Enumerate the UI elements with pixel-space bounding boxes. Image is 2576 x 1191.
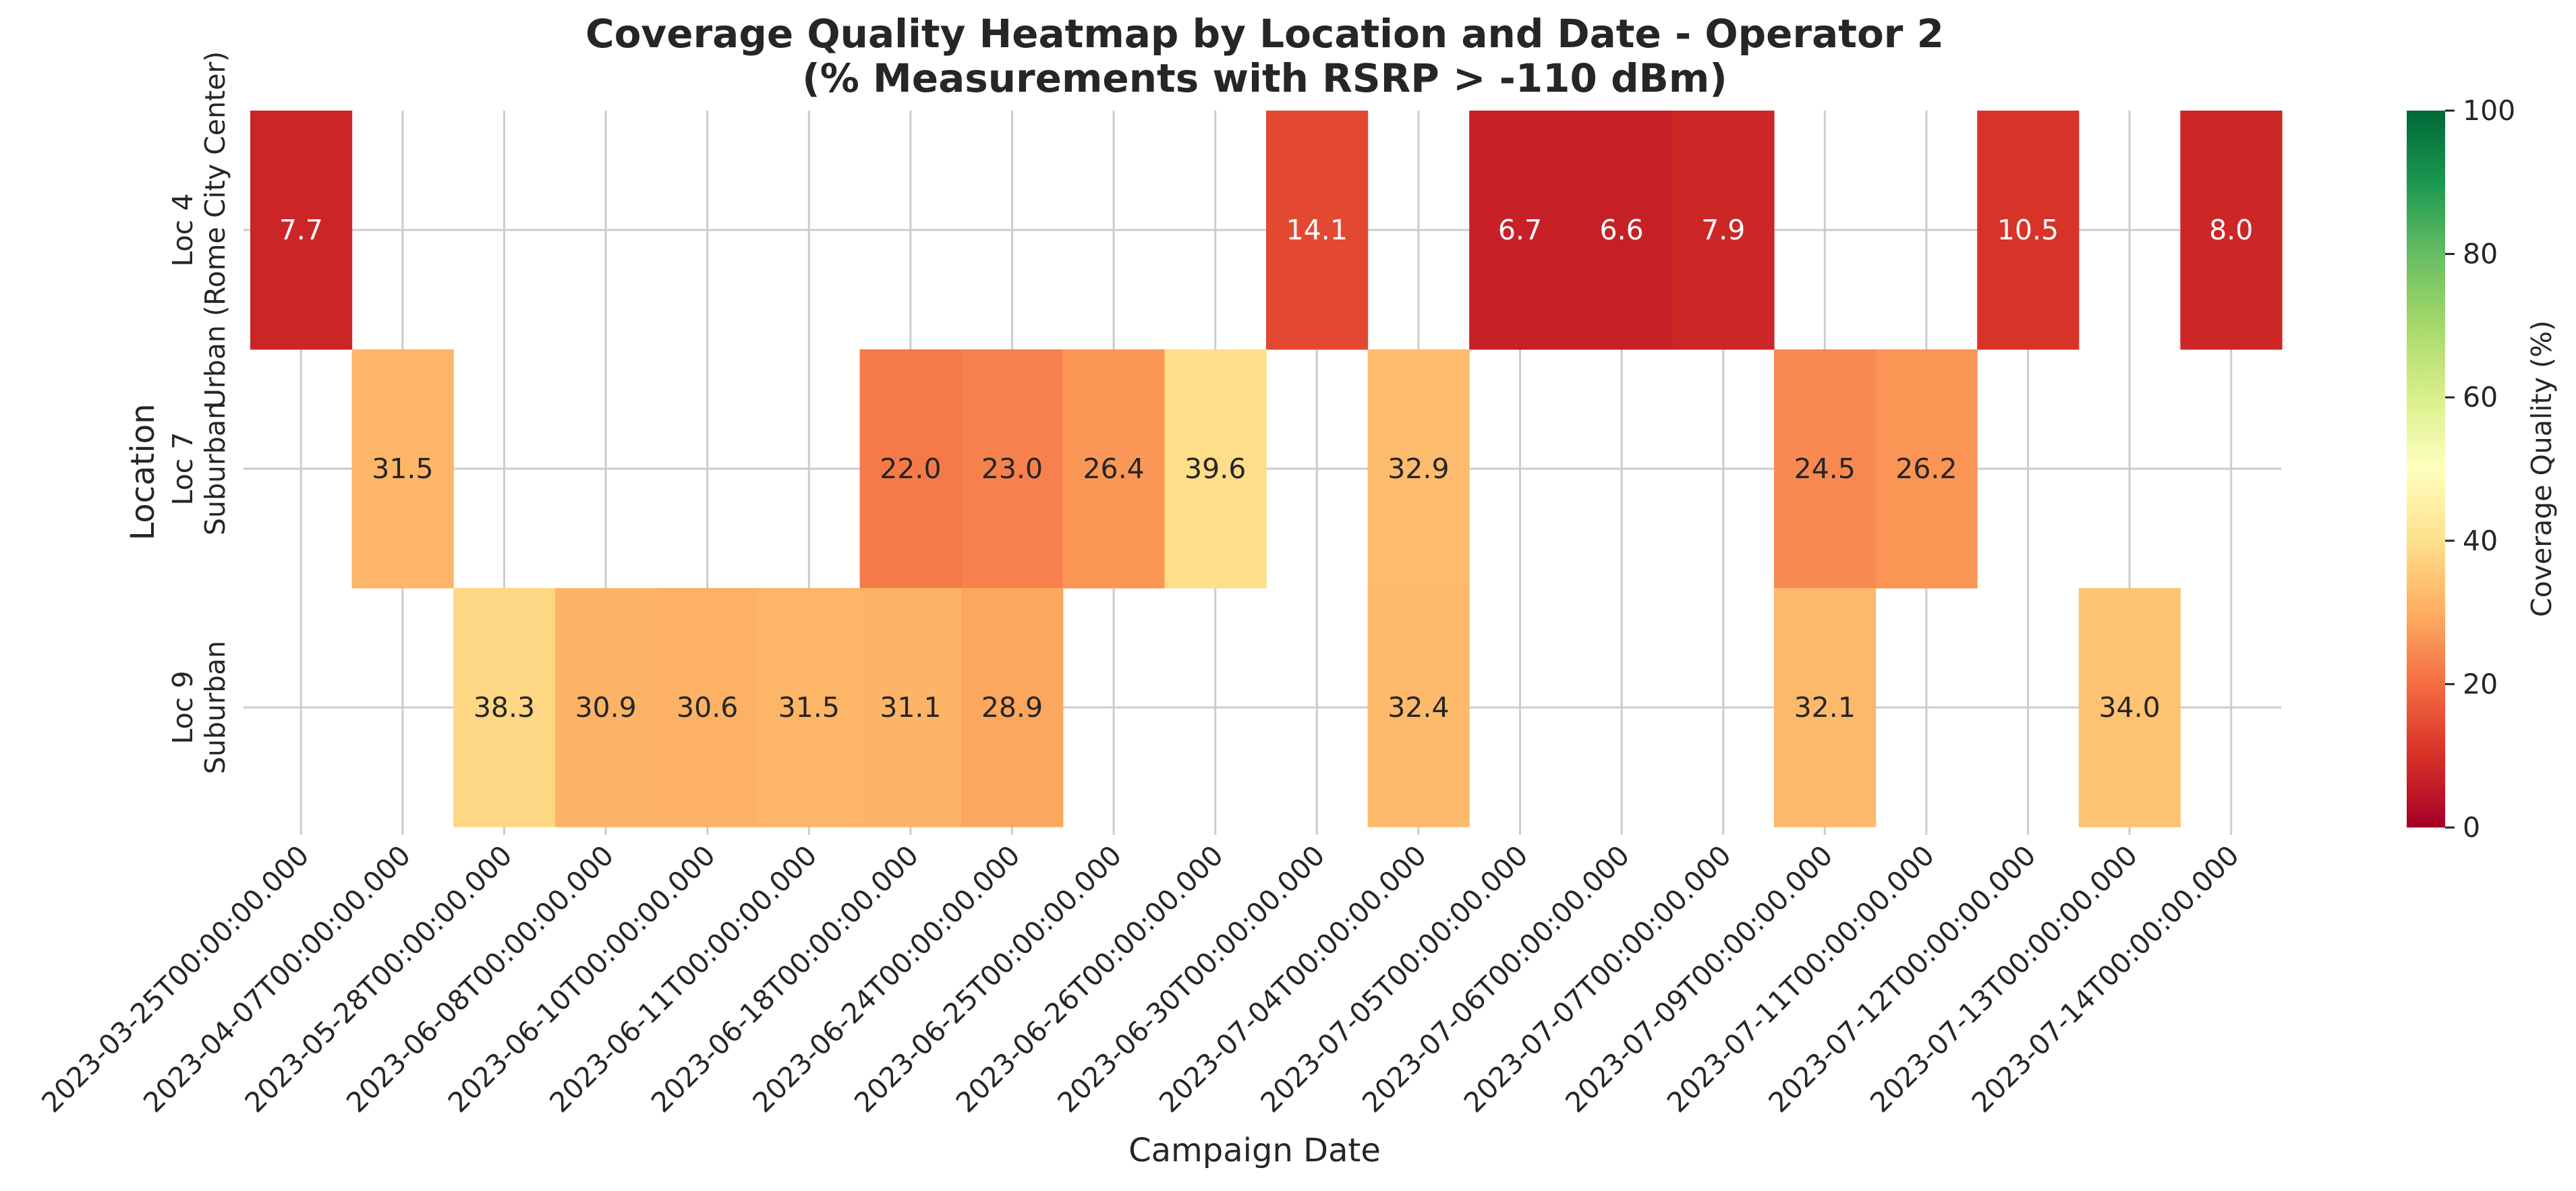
cell-value-label: 24.5 [1794,453,1856,485]
y-tick-label: Loc 9 [167,671,199,745]
colorbar-label: Coverage Quality (%) [2525,320,2558,617]
colorbar [2407,111,2445,827]
heatmap-cell [1672,111,1775,350]
cell-value-label: 7.7 [279,214,323,246]
heatmap-cell [1875,349,1978,589]
cell-value-label: 31.1 [880,691,941,724]
heatmap-cell [656,588,759,827]
cell-value-label: 6.7 [1498,214,1542,246]
heatmap-cells [250,111,2283,827]
chart-subtitle: (% Measurements with RSRP > -110 dBm) [802,55,1727,101]
x-axis-label: Campaign Date [1128,1132,1381,1169]
x-tick-labels: 2023-03-25T00:00:00.0002023-04-07T00:00:… [35,839,2245,1119]
heatmap-cell [1164,349,1267,589]
colorbar-tick-label: 100 [2463,94,2515,127]
heatmap-cell [1774,349,1877,589]
heatmap-cell [2180,111,2283,350]
y-tick-label: Loc 7 [167,432,199,506]
heatmap-cell [1570,111,1673,350]
cell-value-label: 6.6 [1599,214,1643,246]
y-tick-label-group: Loc 9 Suburban [167,641,231,774]
heatmap-cell [758,588,861,827]
cell-value-label: 14.1 [1286,214,1348,246]
heatmap-cell [1062,349,1165,589]
cell-value-label: 32.9 [1387,453,1449,485]
cell-value-label: 8.0 [2209,214,2253,246]
y-tick-label-group: Loc 4 Urban (Rome City Center) [167,51,231,409]
colorbar-tick-label: 40 [2463,525,2498,557]
cell-value-label: 10.5 [1997,214,2059,246]
cell-value-label: 30.6 [677,691,738,724]
y-tick-label: Suburban [199,641,231,774]
colorbar-ticks: 0 20 40 60 80 100 [2445,94,2515,844]
cell-value-label: 31.5 [778,691,840,724]
cell-value-label: 7.9 [1701,214,1745,246]
heatmap-cell [1469,111,1572,350]
heatmap-cell [961,349,1064,589]
cell-value-label: 34.0 [2098,691,2160,724]
cell-value-label: 26.2 [1895,453,1957,485]
cell-value-labels: 7.7 14.1 6.7 6.6 7.9 10.5 8.0 31.5 22.0 23.0 26.4 3… [279,214,2254,724]
colorbar-tick-label: 60 [2463,381,2498,413]
colorbar-tick-label: 0 [2463,811,2480,844]
colorbar-tick-label: 80 [2463,238,2498,270]
heatmap-cell [1977,111,2080,350]
cell-value-label: 26.4 [1083,453,1144,485]
heatmap-cell [1367,588,1470,827]
y-tick-label: Suburban [199,402,231,535]
y-tick-label: Urban (Rome City Center) [199,51,231,409]
heatmap-cell [1367,349,1470,589]
heatmap-cell [1266,111,1369,350]
y-axis-label: Location [124,403,162,540]
chart-title: Coverage Quality Heatmap by Location and… [585,11,1944,57]
heatmap-cell [859,588,962,827]
y-tick-label-group: Loc 7 Suburban [167,402,231,535]
cell-value-label: 23.0 [981,453,1043,485]
heatmap-cell [554,588,657,827]
y-tick-label: Loc 4 [167,194,199,267]
heatmap-cell [453,588,556,827]
cell-value-label: 38.3 [474,691,535,724]
colorbar-tick-label: 20 [2463,668,2498,700]
cell-value-label: 28.9 [981,691,1043,724]
heatmap-cell [1774,588,1877,827]
heatmap-cell [961,588,1064,827]
heatmap-cell [859,349,962,589]
heatmap-cell [250,111,353,350]
y-tick-labels: Loc 4 Urban (Rome City Center)Loc 7 Suburb… [167,51,231,774]
cell-value-label: 32.1 [1794,691,1856,724]
heatmap-cell [2078,588,2181,827]
cell-value-label: 32.4 [1387,691,1449,724]
cell-value-label: 30.9 [575,691,636,724]
cell-value-label: 22.0 [880,453,941,485]
cell-value-label: 39.6 [1184,453,1246,485]
heatmap-cell [351,349,454,589]
cell-value-label: 31.5 [372,453,433,485]
